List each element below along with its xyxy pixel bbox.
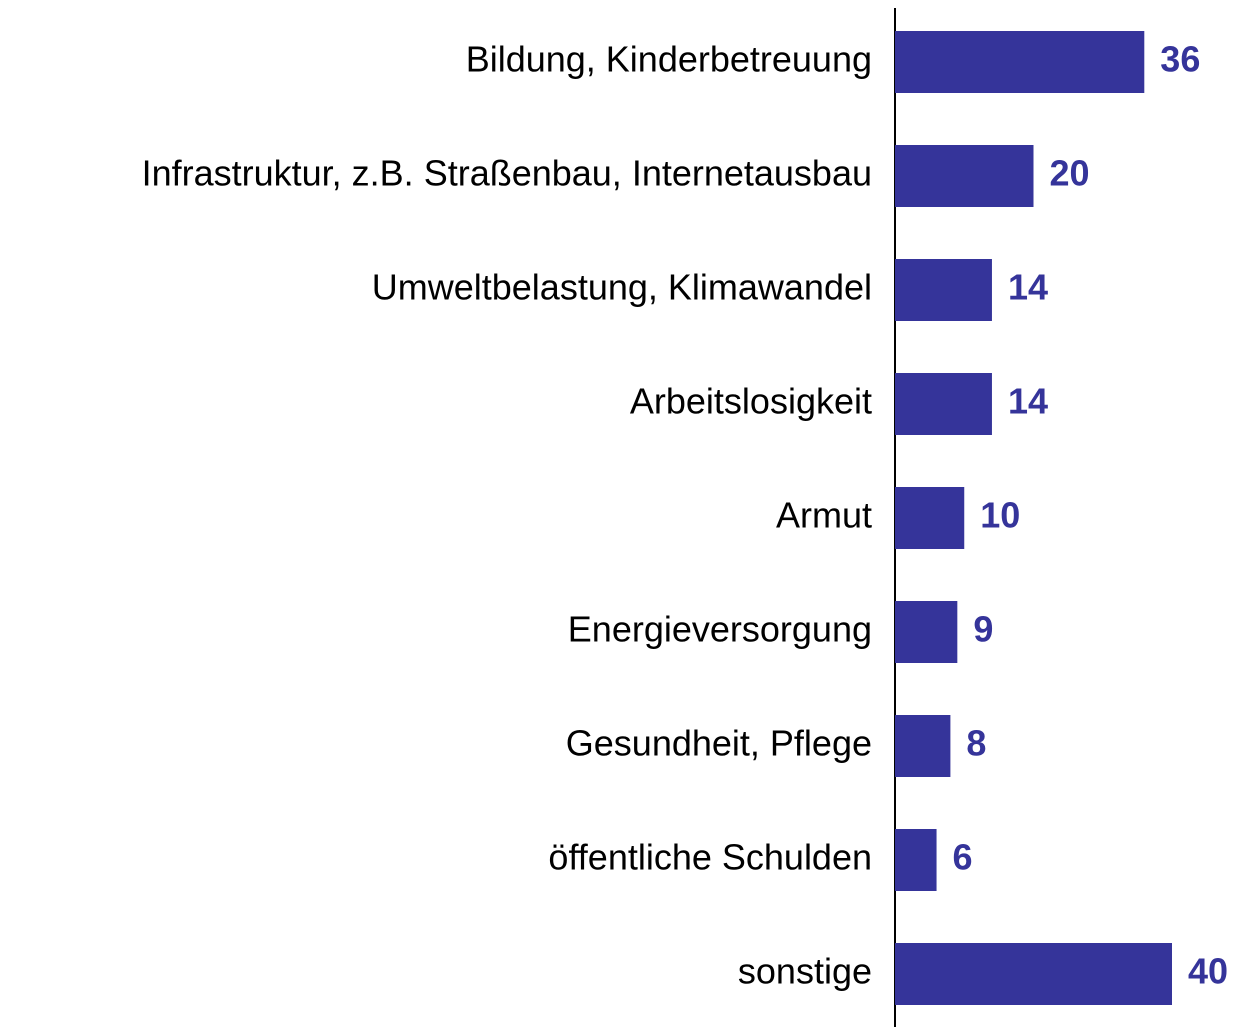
category-label: Energieversorgung bbox=[568, 609, 872, 650]
value-label: 8 bbox=[966, 723, 986, 764]
bar bbox=[895, 943, 1172, 1005]
category-label: Bildung, Kinderbetreuung bbox=[466, 39, 872, 80]
value-label: 10 bbox=[980, 495, 1020, 536]
bar bbox=[895, 259, 992, 321]
category-label: sonstige bbox=[738, 951, 872, 992]
category-label: Gesundheit, Pflege bbox=[566, 723, 872, 764]
bar bbox=[895, 31, 1145, 93]
category-label: Infrastruktur, z.B. Straßenbau, Internet… bbox=[142, 153, 872, 194]
value-label: 14 bbox=[1008, 381, 1048, 422]
category-label: Arbeitslosigkeit bbox=[630, 381, 872, 422]
category-label: Armut bbox=[776, 495, 872, 536]
bar bbox=[895, 373, 992, 435]
bar bbox=[895, 829, 937, 891]
bar bbox=[895, 487, 965, 549]
bar bbox=[895, 145, 1034, 207]
bar bbox=[895, 715, 951, 777]
value-label: 36 bbox=[1160, 39, 1200, 80]
value-label: 40 bbox=[1188, 951, 1228, 992]
value-label: 20 bbox=[1050, 153, 1090, 194]
category-label: Umweltbelastung, Klimawandel bbox=[372, 267, 872, 308]
bar bbox=[895, 601, 958, 663]
value-label: 14 bbox=[1008, 267, 1048, 308]
value-label: 9 bbox=[973, 609, 993, 650]
category-label: öffentliche Schulden bbox=[548, 837, 872, 878]
value-label: 6 bbox=[953, 837, 973, 878]
